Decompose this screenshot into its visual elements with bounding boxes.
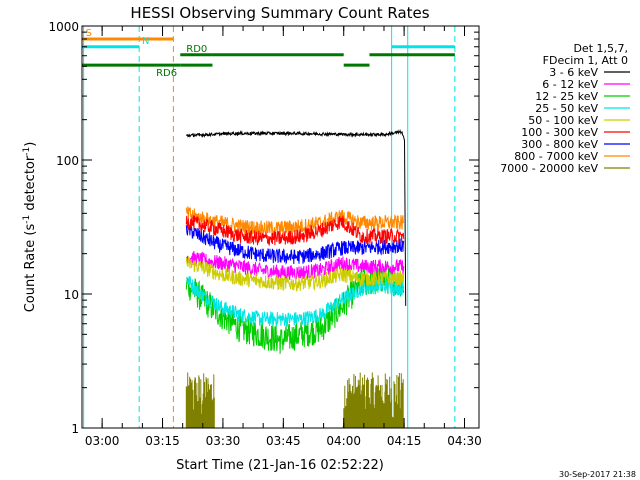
x-tick-label-03-45: 03:45 (266, 434, 301, 448)
flag-rd0-label: RD0 (186, 44, 207, 55)
y-axis-label-sup2: -1 (22, 147, 32, 156)
vertical-markers (83, 26, 456, 428)
x-tick-label-04-30: 04:30 (447, 434, 482, 448)
legend-label-800-7000-kev: 800 - 7000 keV (514, 150, 598, 163)
legend-label-50-100-kev: 50 - 100 keV (528, 114, 598, 127)
y-axis-label-main: Count Rate (s (23, 224, 38, 313)
axes: 1 10 100 1000 03:00 03:15 03:30 03:45 04:00 04:15… (48, 20, 481, 448)
series-100-300-kev (185, 215, 405, 246)
series-7000-20000-kev-segment-1 (185, 372, 215, 428)
legend-label-3-6-kev: 3 - 6 keV (549, 66, 598, 79)
series-lines (185, 129, 407, 428)
x-tick-label-03-15: 03:15 (145, 434, 180, 448)
series-6-12-kev (185, 251, 405, 281)
y-axis-label-sup1: -1 (22, 215, 32, 224)
y-axis-label-end: ) (23, 142, 38, 147)
x-tick-label-03-30: 03:30 (206, 434, 241, 448)
x-tick-label-03-00: 03:00 (85, 434, 120, 448)
flag-s-label: S (86, 28, 92, 39)
footer-timestamp: 30-Sep-2017 21:38 (559, 470, 636, 479)
chart-title: HESSI Observing Summary Count Rates (130, 4, 429, 22)
y-tick-label-10: 10 (64, 288, 79, 302)
legend-label-12-25-kev: 12 - 25 keV (535, 90, 598, 103)
legend-label-7000-20000-kev: 7000 - 20000 keV (500, 162, 598, 175)
y-tick-label-1: 1 (71, 422, 79, 436)
series-800-7000-kev (185, 206, 405, 238)
legend-label-6-12-kev: 6 - 12 keV (542, 78, 598, 91)
series-300-800-kev (185, 221, 405, 266)
y-axis-label: Count Rate (s-1 detector-1) (22, 142, 38, 313)
legend-label-300-800-kev: 300 - 800 keV (521, 138, 598, 151)
y-tick-label-100: 100 (56, 154, 79, 168)
x-tick-label-04-00: 04:00 (326, 434, 361, 448)
flag-n-label: N (142, 36, 149, 47)
series-50-100-kev (185, 255, 405, 293)
legend-header-1: Det 1,5,7, (573, 42, 628, 55)
legend-label-100-300-kev: 100 - 300 keV (521, 126, 598, 139)
x-axis-label: Start Time (21-Jan-16 02:52:22) (176, 458, 384, 473)
legend-label-25-50-kev: 25 - 50 keV (535, 102, 598, 115)
x-tick-label-04-15: 04:15 (387, 434, 422, 448)
series-3-6-kev (185, 129, 407, 306)
flag-bars: S N RD0 RD6 (82, 28, 455, 79)
y-axis-label-mid: detector (23, 155, 38, 215)
legend-header-2: FDecim 1, Att 0 (543, 54, 628, 67)
flag-rd6-label: RD6 (156, 68, 177, 79)
plot-frame (81, 25, 480, 429)
y-tick-label-1000: 1000 (48, 20, 79, 34)
